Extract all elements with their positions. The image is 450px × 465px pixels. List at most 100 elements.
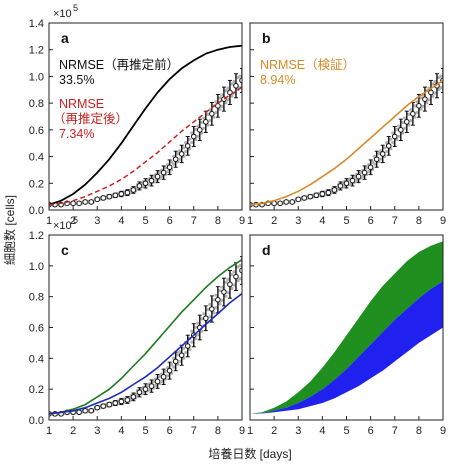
- replicate-point: [212, 115, 216, 119]
- data-point: [301, 195, 308, 201]
- x-tick-label: 2: [70, 215, 76, 227]
- replicate-point: [431, 94, 435, 98]
- replicate-point: [242, 259, 245, 262]
- replicate-point: [230, 273, 234, 277]
- data-point: [361, 169, 368, 176]
- replicate-point: [170, 363, 174, 367]
- x-tick-label: 1: [247, 425, 253, 437]
- replicate-point: [218, 289, 222, 293]
- replicate-point: [206, 308, 210, 312]
- replicate-point: [242, 82, 245, 85]
- x-tick-label: 6: [368, 215, 374, 227]
- data-point: [184, 343, 191, 349]
- replicate-point: [226, 277, 230, 282]
- replicate-point: [389, 137, 393, 141]
- replicate-point: [208, 119, 212, 123]
- replicate-point: [202, 116, 206, 120]
- replicate-point: [439, 74, 443, 78]
- data-point: [76, 409, 82, 416]
- x-tick-label: 7: [392, 425, 398, 437]
- data-point: [178, 352, 185, 359]
- series-line-orange_solid: [250, 79, 443, 206]
- panel-label: b: [262, 30, 271, 46]
- replicate-point: [178, 359, 182, 363]
- data-point: [70, 200, 76, 207]
- replicate-point: [395, 127, 399, 132]
- y-tick-label: 1.0: [29, 71, 44, 83]
- data-point: [100, 403, 107, 409]
- replicate-point: [355, 178, 359, 182]
- replicate-point: [190, 131, 194, 135]
- replicate-point: [45, 413, 48, 416]
- data-point: [337, 183, 344, 189]
- nrmse-annotation: NRMSE: [59, 97, 104, 111]
- replicate-point: [421, 104, 425, 108]
- replicate-point: [158, 375, 162, 379]
- data-point: [124, 189, 131, 196]
- axis-scale-label: ×10: [53, 220, 72, 232]
- data-point: [172, 156, 179, 163]
- replicate-point: [397, 124, 401, 128]
- replicate-point: [427, 98, 431, 102]
- panel-a: 1 2 3 4 5 6 7 8 90.00.20.40.60.81.01.21.4×10 5aNR…: [29, 3, 245, 227]
- panel-c: 1 2 3 4 5 6 7 8 90.00.20.40.60.81.01.2×10 5c: [29, 215, 245, 437]
- panel-label: c: [61, 242, 69, 258]
- replicate-point: [419, 96, 423, 100]
- replicate-point: [365, 166, 369, 170]
- x-tick-label: 8: [416, 215, 422, 227]
- replicate-point: [431, 82, 435, 86]
- replicate-point: [200, 329, 204, 333]
- replicate-point: [214, 100, 218, 104]
- data-point: [178, 151, 185, 157]
- data-point: [215, 296, 221, 303]
- x-tick-label: 3: [94, 425, 100, 437]
- replicate-point: [45, 412, 48, 415]
- replicate-point: [214, 293, 218, 297]
- series-line-black_solid: [49, 44, 242, 206]
- data-point: [343, 180, 350, 187]
- nrmse-annotation: 8.94%: [260, 73, 295, 87]
- replicate-point: [220, 104, 224, 108]
- y-tick-label: 0.0: [29, 415, 44, 427]
- data-point: [82, 407, 88, 414]
- y-tick-label: 1.2: [29, 45, 44, 57]
- nrmse-annotation: 7.34%: [59, 127, 94, 141]
- data-point: [94, 196, 101, 203]
- replicate-point: [188, 137, 192, 141]
- x-tick-label: 8: [215, 215, 221, 227]
- replicate-point: [443, 82, 446, 85]
- replicate-point: [176, 152, 180, 156]
- replicate-point: [401, 120, 405, 124]
- y-tick-label: 1.0: [29, 261, 44, 273]
- data-point: [404, 119, 410, 125]
- replicate-point: [232, 283, 236, 287]
- data-point: [94, 404, 101, 411]
- replicate-point: [164, 369, 168, 373]
- replicate-point: [151, 175, 156, 179]
- data-point: [428, 89, 434, 96]
- replicate-point: [226, 291, 230, 295]
- x-tick-label: 4: [118, 425, 124, 437]
- data-point: [148, 177, 155, 184]
- x-tick-label: 5: [142, 215, 148, 227]
- data-point: [307, 193, 314, 200]
- data-point: [112, 192, 119, 199]
- panel-d: 1 2 3 4 5 6 7 8 9 d: [247, 234, 446, 437]
- data-point: [142, 180, 149, 187]
- x-tick-label: 8: [215, 425, 221, 437]
- replicate-point: [218, 107, 222, 111]
- replicate-point: [158, 170, 162, 174]
- replicate-point: [359, 170, 363, 174]
- x-tick-label: 9: [239, 215, 245, 227]
- data-point: [154, 173, 161, 180]
- replicate-point: [164, 166, 168, 170]
- replicate-point: [373, 162, 377, 166]
- data-point: [373, 156, 380, 163]
- x-tick-label: 2: [70, 425, 76, 437]
- replicate-point: [425, 101, 429, 105]
- nrmse-annotation: NRMSE（再推定前）: [59, 57, 179, 72]
- data-point: [196, 127, 203, 133]
- x-tick-label: 3: [295, 215, 301, 227]
- data-point: [112, 400, 119, 406]
